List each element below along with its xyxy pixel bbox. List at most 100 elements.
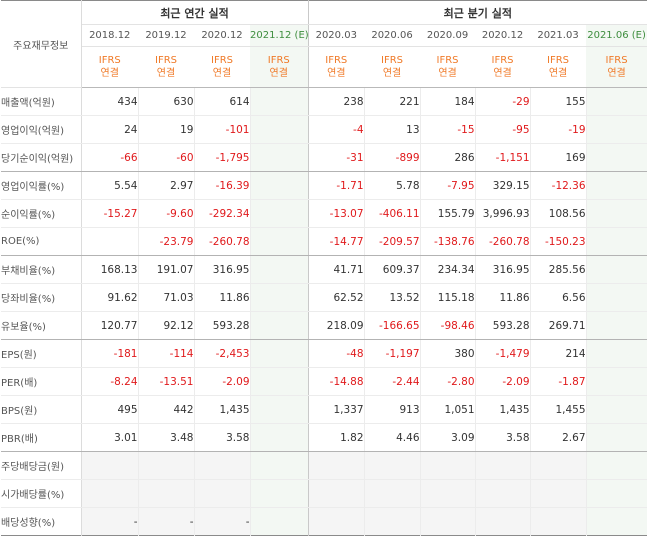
ifrs-label: IFRS 연결 (81, 46, 138, 88)
period-header: 2018.12 (81, 24, 138, 47)
value-cell: 155 (529, 87, 587, 116)
period-label: 2019.12 (145, 30, 187, 41)
value-cell: 495 (80, 395, 138, 424)
value-cell: 3.48 (137, 423, 194, 452)
value-cell: 191.07 (137, 255, 194, 284)
value-cell: 593.28 (474, 311, 531, 340)
value-cell (80, 227, 138, 256)
table-row: 순이익률(%) -15.27 -9.60 -292.34 -13.07 -406.11 15… (1, 199, 648, 228)
row-label: BPS(원) (1, 395, 82, 424)
table-row: 부채비율(%) 168.13 191.07 316.95 41.71 609.37 234.… (1, 255, 648, 284)
value-cell: 614 (193, 87, 250, 116)
ifrs-bottom: 연결 (493, 68, 512, 79)
value-cell: -66 (80, 143, 138, 172)
row-label: 유보율(%) (1, 311, 82, 340)
value-cell: 5.54 (80, 171, 138, 200)
ifrs-bottom: 연결 (212, 68, 232, 79)
value-cell (585, 311, 648, 340)
table-row: 매출액(억원) 434 630 614 238 221 184 -29 155 (1, 87, 648, 116)
value-cell: 2.97 (137, 171, 194, 200)
value-cell: 24 (80, 115, 138, 144)
value-cell: 62.52 (307, 283, 365, 312)
value-cell (585, 423, 648, 452)
period-label: 2018.12 (89, 30, 131, 41)
table-row: PBR(배) 3.01 3.48 3.58 1.82 4.46 3.09 3.58 2.67 (1, 423, 648, 452)
value-cell: -29 (474, 87, 531, 116)
value-cell: -31 (307, 143, 365, 172)
value-cell (585, 451, 648, 480)
period-header: 2020.06 (364, 24, 421, 47)
ifrs-top: IFRS (381, 55, 404, 66)
value-cell (137, 479, 194, 508)
value-cell: 442 (137, 395, 194, 424)
row-label: 당기순이익(억원) (1, 143, 82, 172)
period-header-row: 2018.12 2019.12 2020.12 2021.12 (E) 2020.03 2… (1, 24, 648, 47)
value-cell: 238 (307, 87, 365, 116)
value-cell (249, 423, 309, 452)
value-cell: 214 (529, 339, 587, 368)
value-cell: -98.46 (419, 311, 476, 340)
value-cell (585, 255, 648, 284)
value-cell: -8.24 (80, 367, 138, 396)
value-cell (585, 507, 648, 536)
value-cell: -138.76 (419, 227, 476, 256)
value-cell (249, 115, 309, 144)
table-row: EPS(원) -181 -114 -2,453 -48 -1,197 380 -1,479 21… (1, 339, 648, 368)
value-cell: -181 (80, 339, 138, 368)
value-cell: 221 (363, 87, 421, 116)
value-cell: - (193, 507, 250, 536)
value-cell (249, 339, 309, 368)
ifrs-label: IFRS 연결 (530, 46, 587, 88)
table-row: 영업이익(억원) 24 19 -101 -4 13 -15 -95 -19 (1, 115, 648, 144)
ifrs-top: IFRS (267, 55, 290, 66)
value-cell: -13.51 (137, 367, 194, 396)
value-cell: -95 (474, 115, 531, 144)
row-label: 배당성향(%) (1, 507, 82, 536)
value-cell: 380 (419, 339, 476, 368)
value-cell (137, 451, 194, 480)
period-header: 2019.12 (138, 24, 194, 47)
table-row: 유보율(%) 120.77 92.12 593.28 218.09 -166.65 -98.… (1, 311, 648, 340)
value-cell: 1,337 (307, 395, 365, 424)
value-cell (249, 507, 309, 536)
value-cell (585, 171, 648, 200)
value-cell: -15.27 (80, 199, 138, 228)
value-cell: 316.95 (193, 255, 250, 284)
ifrs-top: IFRS (436, 55, 459, 66)
value-cell: -14.77 (307, 227, 365, 256)
value-cell (80, 451, 138, 480)
value-cell: -15 (419, 115, 476, 144)
value-cell: 630 (137, 87, 194, 116)
value-cell: -48 (307, 339, 365, 368)
row-label: 부채비율(%) (1, 255, 82, 284)
value-cell (474, 451, 531, 480)
value-cell (193, 451, 250, 480)
value-cell: -2.09 (474, 367, 531, 396)
value-cell (474, 479, 531, 508)
value-cell: -2,453 (193, 339, 250, 368)
value-cell: -13.07 (307, 199, 365, 228)
value-cell: -1,479 (474, 339, 531, 368)
ifrs-header-row: IFRS 연결 IFRS 연결 IFRS 연결 IFRS 연결 IFRS 연결 IFRS 연결 IFRS… (1, 46, 648, 88)
value-cell: 120.77 (80, 311, 138, 340)
value-cell (249, 143, 309, 172)
period-header: 2020.09 (420, 24, 476, 47)
ifrs-bottom: 연결 (327, 68, 346, 79)
table-row: ROE(%) -23.79 -260.78 -14.77 -209.57 -138.76-… (1, 227, 648, 256)
value-cell: 285.56 (529, 255, 587, 284)
row-label: 주당배당금(원) (1, 451, 82, 480)
table-row: 배당성향(%) - - - (1, 507, 648, 536)
period-label: 2020.09 (426, 30, 469, 41)
value-cell (529, 507, 587, 536)
row-label: 순이익률(%) (1, 199, 82, 228)
value-cell (529, 451, 587, 480)
value-cell (585, 283, 648, 312)
period-label: 2020.03 (315, 30, 357, 41)
value-cell (419, 451, 476, 480)
value-cell: 3.01 (80, 423, 138, 452)
ifrs-label: IFRS 연결 (194, 46, 250, 88)
value-cell: -2.80 (419, 367, 476, 396)
value-cell: 316.95 (474, 255, 531, 284)
row-label: 시가배당률(%) (1, 479, 82, 508)
ifrs-label: IFRS 연결 (475, 46, 531, 88)
